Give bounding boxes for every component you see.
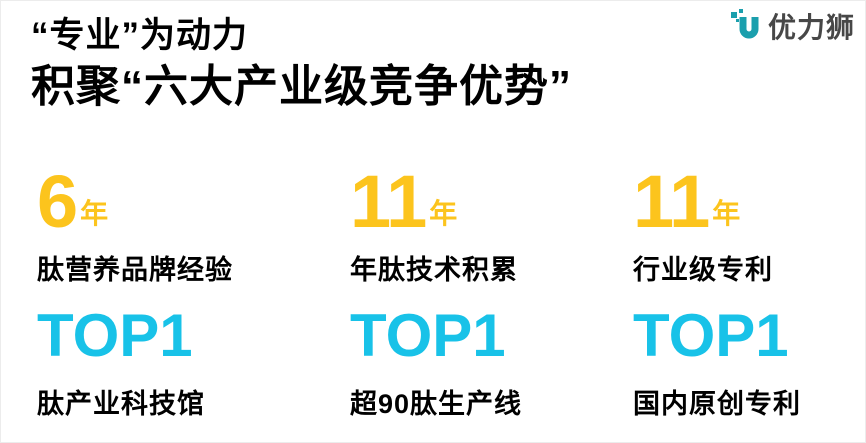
- stat-years-patent: 11 年 行业级专利: [633, 160, 773, 287]
- top1-label: 超90肽生产线: [350, 389, 523, 419]
- stat-top1-original-patent: TOP1 国内原创专利: [633, 302, 801, 421]
- page-title: “专业”为动力 积聚“六大产业级竞争优势”: [31, 13, 572, 114]
- stat-label: 行业级专利: [633, 255, 773, 286]
- top1-value: TOP1: [37, 302, 193, 369]
- stat-years-brand: 6 年 肽营养品牌经验: [37, 160, 233, 287]
- top1-label: 肽产业科技馆: [37, 389, 205, 419]
- stat-years-tech: 11 年 年肽技术积累: [350, 160, 518, 287]
- top1-value: TOP1: [350, 302, 506, 369]
- stat-top1-museum: TOP1 肽产业科技馆: [37, 302, 205, 421]
- stat-unit: 年: [429, 198, 458, 229]
- top1-value: TOP1: [633, 302, 789, 369]
- stat-number: 11 年: [350, 160, 518, 243]
- stat-unit: 年: [80, 198, 109, 229]
- stat-number: 6 年: [37, 160, 233, 243]
- stat-unit: 年: [712, 198, 741, 229]
- stat-number: 11 年: [633, 160, 773, 243]
- stat-label: 肽营养品牌经验: [37, 255, 233, 286]
- title-line-1: “专业”为动力: [31, 16, 249, 55]
- ulion-u-logo-icon: [730, 9, 759, 39]
- top1-label: 国内原创专利: [633, 389, 801, 419]
- stat-value: 11: [350, 160, 427, 243]
- stat-label: 年肽技术积累: [350, 255, 518, 286]
- title-line-2: 积聚“六大产业级竞争优势”: [31, 61, 572, 111]
- stat-value: 6: [37, 160, 78, 243]
- stat-top1-production-line: TOP1 超90肽生产线: [350, 302, 523, 421]
- stat-value: 11: [633, 160, 710, 243]
- logo-text: 优力狮: [767, 12, 855, 43]
- logo: 优力狮: [730, 9, 855, 47]
